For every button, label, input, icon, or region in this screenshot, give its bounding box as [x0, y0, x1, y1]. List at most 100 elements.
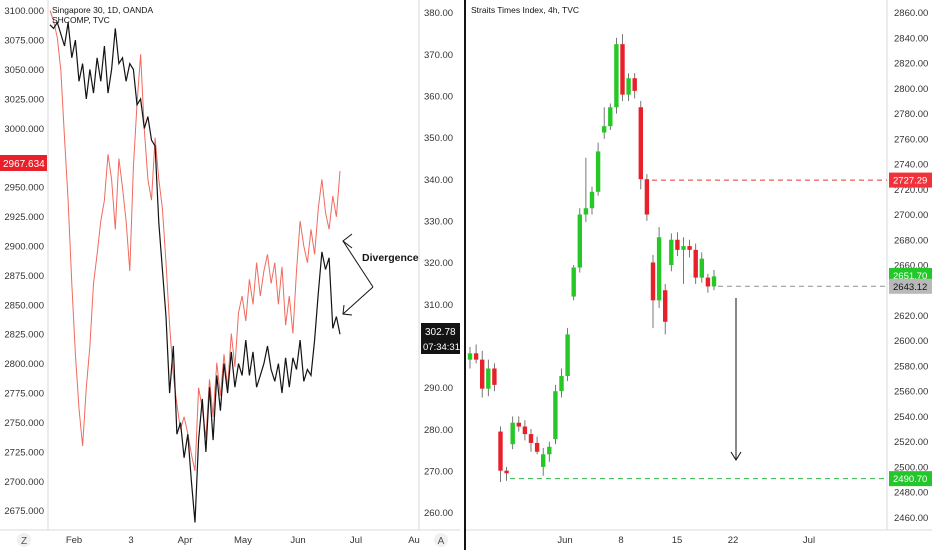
candle-body [498, 431, 503, 471]
candle [650, 254, 656, 329]
left-y-tick-label: 2925.000 [4, 212, 44, 223]
divergence-arrow-up-line [342, 240, 374, 288]
candle-body [595, 151, 601, 192]
right-y-tick-label: 2660.00 [894, 261, 928, 272]
right-x-tick-label: 8 [618, 535, 623, 546]
candle [595, 142, 601, 196]
candle-body [492, 368, 497, 385]
compare-y-tick-label: 320.00 [424, 258, 453, 269]
candle [467, 347, 473, 369]
right-y-tick-label: 2500.00 [894, 462, 928, 473]
candle [492, 363, 497, 392]
divergence-annotation[interactable]: Divergence [342, 233, 419, 316]
right-panel-time-axis[interactable]: Jun 8 15 22 Jul [557, 535, 815, 546]
candle-body [480, 359, 485, 389]
right-y-tick-label: 2560.00 [894, 387, 928, 398]
candle-body [650, 262, 656, 301]
candle [656, 227, 662, 308]
candle [516, 416, 521, 432]
candle-body [681, 246, 686, 250]
right-y-tick-label: 2480.00 [894, 488, 928, 499]
scale-button-right[interactable]: A [434, 533, 448, 547]
candle [644, 174, 650, 221]
candle [486, 359, 491, 397]
singapore30-series-line [49, 21, 341, 523]
compare-y-tick-label: 340.00 [424, 175, 453, 186]
candle-body [467, 353, 473, 360]
right-panel-price-axis[interactable]: 2860.00 2840.00 2820.00 2800.00 2780.00 2760.… [894, 8, 928, 524]
left-y-tick-label: 3075.000 [4, 36, 44, 47]
candle [693, 243, 698, 284]
candle [473, 344, 479, 364]
left-y-tick-label: 2750.000 [4, 418, 44, 429]
left-y-tick-label: 2800.000 [4, 359, 44, 370]
divergence-arrow-down-line [342, 286, 374, 315]
candle-body [614, 44, 619, 108]
candle-body [541, 454, 546, 467]
right-y-tick-label: 2800.00 [894, 84, 928, 95]
right-y-tick-label: 2520.00 [894, 437, 928, 448]
right-y-tick-label: 2720.00 [894, 185, 928, 196]
candle-body [577, 214, 582, 268]
price-tag: 2967.634 [0, 155, 47, 171]
right-y-tick-label: 2580.00 [894, 361, 928, 372]
candle-body [687, 246, 692, 250]
price-tag-text: 2967.634 [3, 159, 45, 170]
scale-button-left[interactable]: Z [17, 533, 31, 547]
right-chart-panel[interactable]: 2860.00 2840.00 2820.00 2800.00 2780.00 2760.… [466, 0, 932, 546]
left-chart-subtitle: SHCOMP, TVC [52, 15, 110, 25]
candle [608, 103, 613, 130]
candle-body [663, 290, 668, 322]
left-y-tick-label: 2825.000 [4, 330, 44, 341]
compare-y-tick-label: 260.00 [424, 508, 453, 519]
candle-body [711, 276, 717, 287]
candle-body [504, 470, 509, 474]
left-x-tick-label: Feb [66, 535, 82, 546]
countdown-tag: 07:34:31 [421, 339, 460, 354]
projection-arrow[interactable] [730, 298, 742, 461]
left-x-tick-label: Apr [178, 535, 193, 546]
price-label-tag: 2727.29 [889, 172, 932, 188]
right-x-tick-label: 15 [672, 535, 683, 546]
compare-y-tick-label: 360.00 [424, 92, 453, 103]
left-x-tick-label: 3 [128, 535, 133, 546]
candle-body [516, 422, 521, 427]
candle-body [528, 434, 534, 443]
right-y-tick-label: 2460.00 [894, 513, 928, 524]
left-y-tick-label: 3050.000 [4, 65, 44, 76]
right-y-tick-label: 2540.00 [894, 412, 928, 423]
compare-y-tick-label: 380.00 [424, 8, 453, 19]
scale-button-left-label: Z [21, 536, 27, 547]
projection-arrow-head [730, 451, 742, 461]
price-label-tag-text: 2651.70 [893, 271, 927, 282]
candle-body [644, 179, 650, 215]
compare-price-tag-text: 302.78 [425, 327, 456, 338]
right-y-tick-label: 2620.00 [894, 311, 928, 322]
compare-y-tick-label: 310.00 [424, 300, 453, 311]
left-price-axis[interactable]: 3100.000 3075.000 3050.000 3025.000 3000.000… [4, 6, 44, 517]
compare-y-tick-label: 290.00 [424, 383, 453, 394]
right-y-tick-label: 2820.00 [894, 59, 928, 70]
candle [528, 429, 534, 452]
right-y-tick-label: 2680.00 [894, 235, 928, 246]
candle-body [620, 44, 625, 95]
divergence-label: Divergence [362, 252, 419, 264]
left-time-axis[interactable]: Feb 3 Apr May Jun Jul Au [66, 535, 420, 546]
compare-y-tick-label: 280.00 [424, 425, 453, 436]
candle-body [638, 107, 643, 180]
left-x-tick-label: Jul [350, 535, 362, 546]
scale-button-right-label: A [438, 536, 445, 547]
right-y-tick-label: 2740.00 [894, 160, 928, 171]
candle [681, 237, 686, 284]
price-level-lines [510, 179, 887, 480]
left-chart-panel[interactable]: 3100.000 3075.000 3050.000 3025.000 3000.000… [0, 0, 460, 547]
candle-body [571, 267, 576, 297]
candle-body [589, 191, 595, 209]
candle [565, 328, 570, 382]
candle [553, 384, 558, 445]
price-label-tag-text: 2727.29 [893, 176, 927, 187]
price-label-tag-text: 2643.12 [893, 282, 927, 293]
candle-body [522, 426, 528, 435]
